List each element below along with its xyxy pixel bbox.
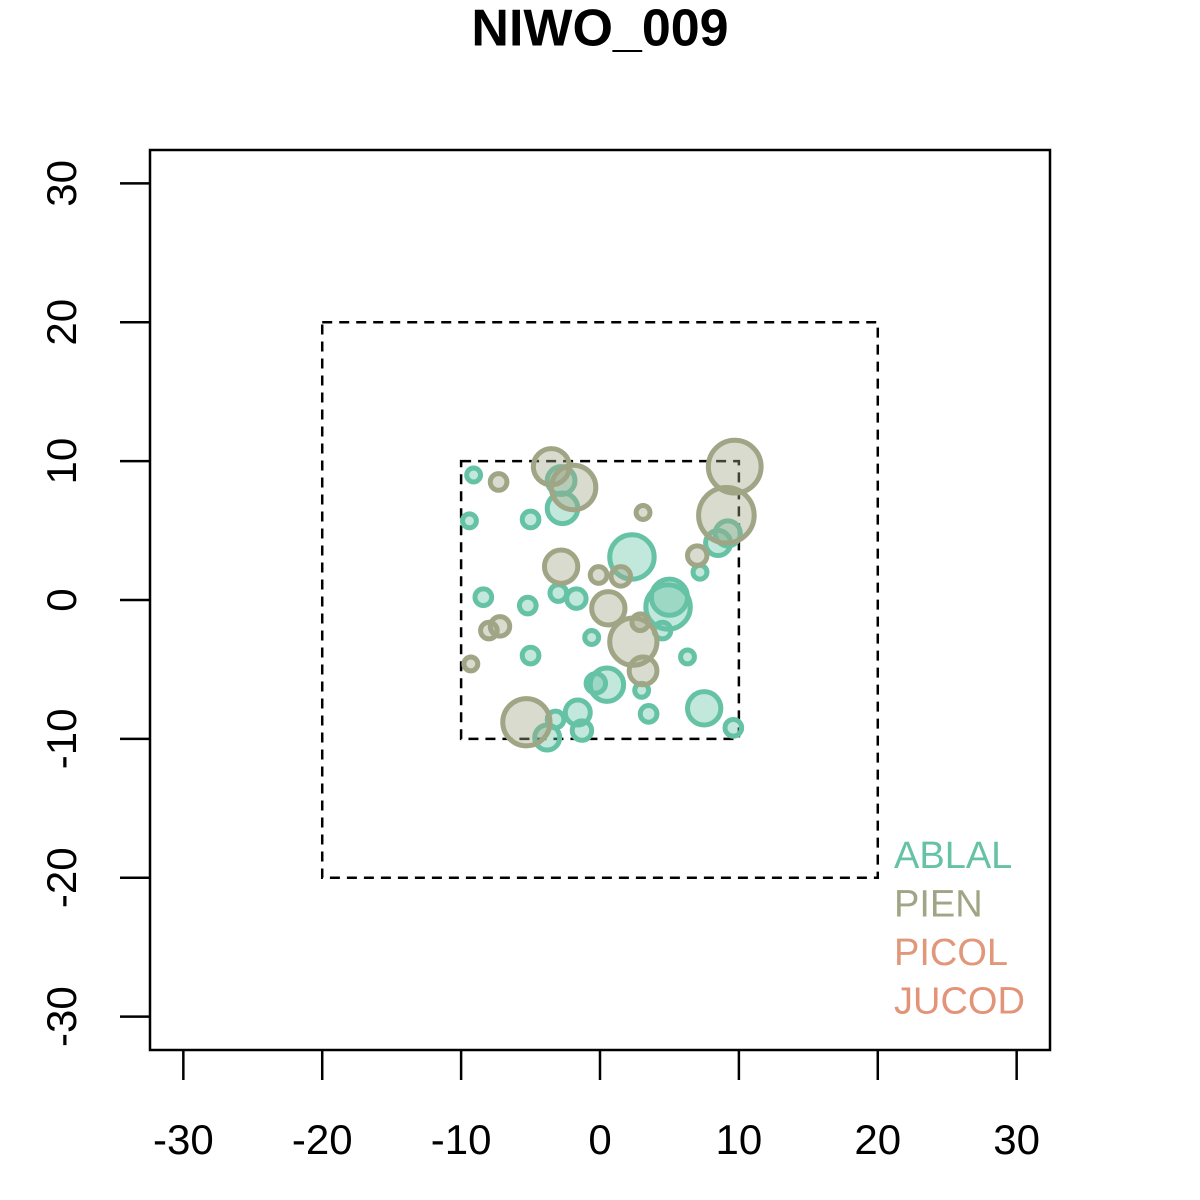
- tree-bubble: [696, 485, 757, 546]
- tree-bubble: [564, 586, 589, 611]
- x-tick-label: -20: [292, 1116, 353, 1163]
- tree-bubble: [582, 628, 602, 647]
- y-tick-label: -20: [38, 847, 85, 908]
- tree-bubble: [464, 465, 484, 485]
- tree-bubble: [487, 471, 510, 493]
- tree-bubble: [685, 689, 724, 728]
- tree-bubble: [519, 644, 542, 667]
- tree-bubble: [478, 619, 500, 642]
- x-tick-label: 20: [854, 1116, 901, 1163]
- tree-bubble: [633, 503, 653, 522]
- tree-bubble: [589, 589, 628, 628]
- legend-entry: ABLAL: [894, 835, 1012, 877]
- plot-boundary: [320, 320, 880, 880]
- tree-bubble: [705, 437, 764, 496]
- x-tick-label: -30: [153, 1116, 214, 1163]
- x-tick-label: 0: [588, 1116, 611, 1163]
- tree-bubble: [461, 654, 481, 674]
- tree-bubble: [678, 647, 697, 667]
- y-tick-label: 20: [38, 299, 85, 346]
- legend-entry: PICOL: [894, 932, 1008, 974]
- chart-title: NIWO_009: [471, 0, 728, 58]
- tree-bubble: [500, 696, 553, 749]
- tree-bubble: [643, 582, 693, 632]
- tree-bubble: [608, 564, 634, 589]
- legend-entry: JUCOD: [894, 981, 1025, 1023]
- tree-bubble: [547, 582, 570, 604]
- tree-bubble: [541, 547, 581, 586]
- tree-bubble: [607, 615, 660, 668]
- tree-bubble: [685, 543, 710, 568]
- tree-bubble: [722, 716, 745, 739]
- y-tick-label: 30: [38, 160, 85, 207]
- tree-bubble: [583, 671, 609, 696]
- y-tick-label: -10: [38, 709, 85, 770]
- tree-bubble: [626, 654, 660, 688]
- x-tick-label: 30: [993, 1116, 1040, 1163]
- plot-boundary: [459, 459, 741, 741]
- tree-bubble: [637, 703, 660, 725]
- y-tick-label: 10: [38, 438, 85, 485]
- tree-bubble: [516, 594, 539, 617]
- tree-bubble: [460, 511, 479, 531]
- tree-bubble: [587, 564, 610, 586]
- x-tick-label: -10: [431, 1116, 492, 1163]
- tree-bubble: [548, 462, 599, 513]
- y-tick-label: -30: [38, 986, 85, 1047]
- y-tick-label: 0: [38, 588, 85, 611]
- legend-entry: PIEN: [894, 884, 983, 926]
- x-tick-label: 10: [716, 1116, 763, 1163]
- tree-bubble: [569, 718, 595, 743]
- tree-bubble: [472, 586, 495, 609]
- tree-bubble: [519, 508, 542, 531]
